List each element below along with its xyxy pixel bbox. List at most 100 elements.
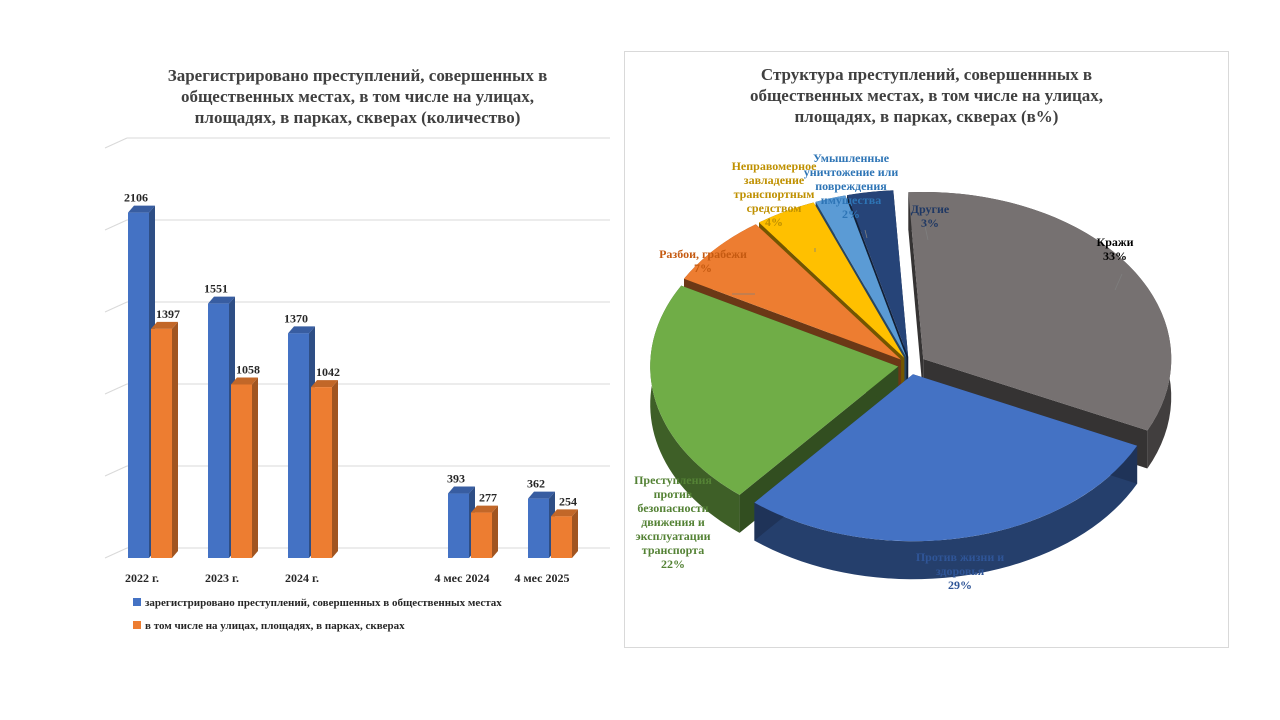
pie-label-text: Умышленные (813, 151, 890, 165)
x-tick-label: 4 мес 2025 (515, 571, 570, 585)
pie-leader-line (864, 229, 868, 239)
pie-label-text: транспорта (642, 543, 704, 557)
bar-chart-panel: Зарегистрировано преступлений, совершенн… (95, 55, 620, 655)
pie-label-text: здоровья (936, 564, 985, 578)
bar-value-label: 254 (559, 494, 577, 508)
pie-label-value: 2% (842, 207, 860, 221)
pie-wall (908, 192, 924, 397)
gridline-diag (104, 547, 128, 559)
pie-rim (754, 445, 1138, 580)
bar (208, 296, 235, 558)
bar-side (172, 321, 178, 558)
bar-chart-svg: 2106 1397 2022 г. 1551 1058 2023 г. 1370 1042 20… (104, 137, 610, 632)
pie-data-label: Неправомерноезавладениетранспортнымсредс… (732, 159, 818, 229)
pie-title-line-3: площадях, в парках, скверах (в%) (794, 107, 1059, 126)
bar (311, 380, 338, 558)
x-tick-label: 2022 г. (125, 571, 159, 585)
bar-top (128, 205, 155, 213)
pie-slice (847, 190, 909, 358)
pie-label-text: имущества (821, 193, 881, 207)
pie-label-text: движения и (641, 515, 705, 529)
bar-value-label: 362 (527, 477, 545, 491)
pie-label-text: транспортным (734, 187, 815, 201)
bar-title-line-1: Зарегистрировано преступлений, совершенн… (167, 66, 548, 85)
bar-top (151, 321, 178, 329)
pie-slice (759, 202, 905, 358)
pie-rim (650, 285, 740, 533)
bar-title-line-2: общественных местах, в том числе на улиц… (180, 87, 535, 106)
bar-value-label: 1551 (204, 282, 228, 296)
pie-leader-line (1114, 273, 1123, 291)
pie-label-text: эксплуатации (635, 529, 710, 543)
legend-swatch (133, 621, 141, 629)
pie-label-text: против (654, 487, 693, 501)
pie-chart-title: Структура преступлений, совершеннных в о… (625, 64, 1228, 127)
bar-side (332, 380, 338, 558)
bar-top (231, 377, 258, 385)
bar-top (528, 491, 555, 499)
bar (151, 321, 178, 558)
bar-front (471, 512, 492, 558)
pie-label-text: завладение (744, 173, 805, 187)
pie-title-line-2: общественных местах, в том числе на улиц… (749, 86, 1104, 105)
pie-label-text: безопасности (637, 501, 708, 515)
bar-top (288, 326, 315, 334)
pie-label-text: средством (747, 201, 802, 215)
bar (528, 491, 555, 558)
bar-front (551, 516, 572, 558)
bar-top (448, 486, 475, 494)
legend-swatch (133, 598, 141, 606)
pie-slice (908, 191, 1172, 431)
pie-label-value: 22% (661, 557, 685, 571)
gridline-diag (104, 301, 128, 313)
bar-top (208, 296, 235, 304)
bar-value-label: 2106 (124, 191, 148, 205)
bar-value-label: 1042 (316, 365, 340, 379)
legend-label: в том числе на улицах, площадях, в парка… (145, 620, 405, 632)
pie-label-text: Неправомерное (732, 159, 818, 173)
bar-side (252, 377, 258, 558)
bar-chart-title: Зарегистрировано преступлений, совершенн… (95, 65, 620, 128)
gridline-diag (104, 383, 128, 395)
bar-front (151, 328, 172, 558)
bar-side (572, 509, 578, 558)
legend-label: зарегистрировано преступлений, совершенн… (145, 597, 502, 609)
pie-label-text: Кражи (1097, 235, 1134, 249)
pie-label-text: Преступления (634, 473, 712, 487)
bar (288, 326, 315, 558)
gridline-diag (104, 219, 128, 231)
pie-leader-line (924, 225, 929, 241)
pie-slice (754, 374, 1138, 542)
bar (128, 205, 155, 558)
bar-front (448, 493, 469, 558)
pie-label-text: Разбои, грабежи (659, 247, 747, 261)
bar-front (208, 303, 229, 558)
bar-front (311, 387, 332, 558)
pie-slice (815, 195, 907, 358)
bar (471, 505, 498, 558)
pie-chart-panel: Структура преступлений, совершеннных в о… (624, 51, 1229, 648)
bar-value-label: 1058 (236, 362, 260, 376)
bar-top (311, 380, 338, 388)
x-tick-label: 4 мес 2024 (435, 571, 490, 585)
gridline-diag (104, 465, 128, 477)
bar-top (471, 505, 498, 513)
bar (231, 377, 258, 558)
x-tick-label: 2024 г. (285, 571, 319, 585)
bar (448, 486, 475, 558)
bar-value-label: 393 (447, 472, 465, 486)
pie-label-value: 33% (1103, 249, 1127, 263)
x-tick-label: 2023 г. (205, 571, 239, 585)
pie-title-line-1: Структура преступлений, совершеннных в (760, 65, 1093, 84)
bar (551, 509, 578, 558)
bar-side (492, 505, 498, 558)
pie-label-value: 7% (694, 261, 712, 275)
bar-front (528, 498, 549, 558)
